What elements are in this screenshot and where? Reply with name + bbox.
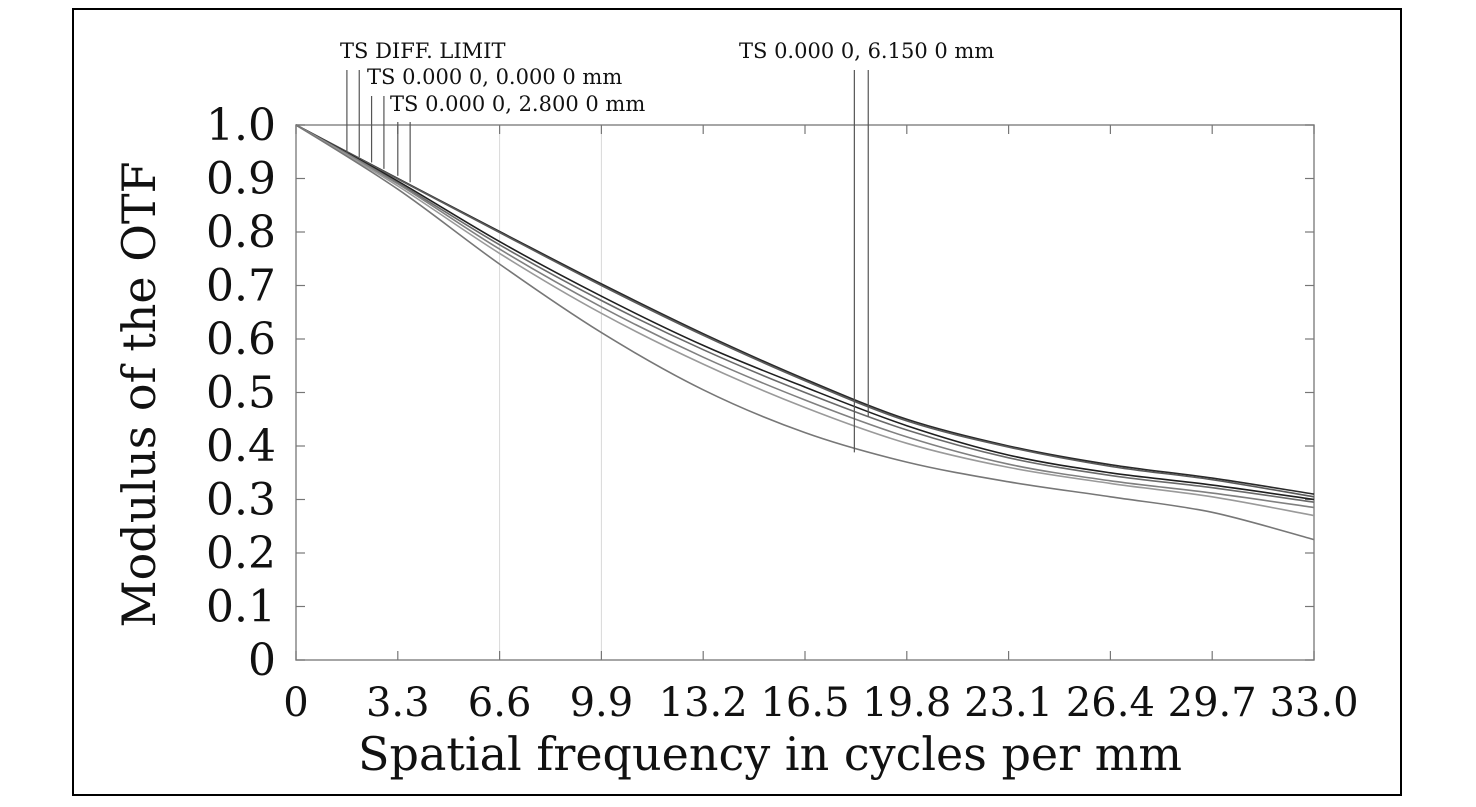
- series-line: [295, 124, 1315, 498]
- x-tick-label: 6.6: [468, 680, 532, 726]
- x-tick-label: 33.0: [1269, 680, 1358, 726]
- legend-label-diff-limit: TS DIFF. LIMIT: [340, 39, 505, 63]
- series-line: [295, 124, 1315, 503]
- x-tick-label: 19.8: [862, 680, 951, 726]
- y-tick-label: 0.1: [206, 582, 276, 633]
- legend-label-field-1: TS 0.000 0, 2.800 0 mm: [390, 92, 645, 116]
- figure-frame: [72, 8, 1402, 796]
- series-line: [295, 124, 1315, 541]
- y-tick-label: 0.9: [206, 154, 276, 205]
- series-line: [295, 124, 1315, 495]
- y-tick-label: 0.2: [206, 528, 276, 579]
- series-line: [295, 124, 1315, 509]
- y-tick-label: 0.6: [206, 314, 276, 365]
- x-tick-label: 29.7: [1168, 680, 1257, 726]
- y-axis-title: Modulus of the OTF: [112, 161, 166, 627]
- legend-label-field-2: TS 0.000 0, 6.150 0 mm: [739, 39, 994, 63]
- x-tick-label: 0: [283, 680, 308, 726]
- x-tick-label: 16.5: [760, 680, 849, 726]
- legend-label-field-0: TS 0.000 0, 0.000 0 mm: [367, 65, 622, 89]
- y-tick-label: 1.0: [206, 100, 276, 151]
- x-tick-label: 23.1: [964, 680, 1053, 726]
- y-tick-label: 0.3: [206, 475, 276, 526]
- x-tick-label: 9.9: [570, 680, 634, 726]
- x-tick-label: 3.3: [366, 680, 430, 726]
- series-line: [295, 124, 1315, 517]
- y-tick-label: 0.5: [206, 368, 276, 419]
- x-tick-label: 13.2: [659, 680, 748, 726]
- series-line: [295, 124, 1315, 501]
- y-tick-label: 0.4: [206, 421, 276, 472]
- x-tick-label: 26.4: [1066, 680, 1155, 726]
- y-tick-label: 0.8: [206, 207, 276, 258]
- x-axis-title: Spatial frequency in cycles per mm: [358, 727, 1182, 781]
- y-tick-label: 0: [248, 635, 276, 686]
- y-tick-label: 0.7: [206, 261, 276, 312]
